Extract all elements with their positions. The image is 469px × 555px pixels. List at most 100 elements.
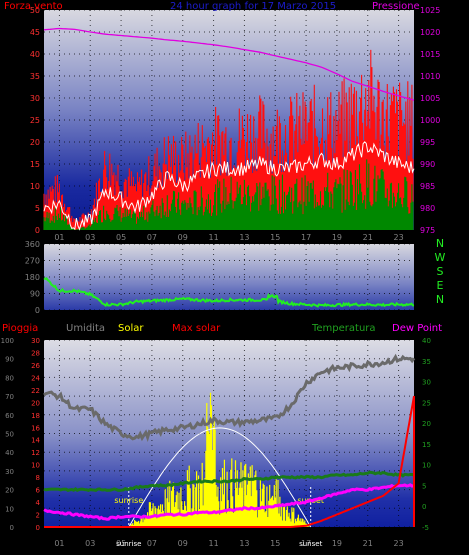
x-tick-label: 01	[54, 233, 64, 242]
x-tick-label: 07	[147, 233, 157, 242]
x-tick-label: 21	[363, 539, 373, 548]
sunset-label-axis: sunset	[299, 540, 322, 548]
humidity-legend: Umidita	[66, 323, 105, 334]
humidity-tick-label: 70	[5, 393, 14, 401]
rain-tick-label: 30	[31, 337, 40, 345]
pressure-tick-label: 1010	[420, 72, 440, 81]
x-tick-label: 01	[54, 539, 64, 548]
temperature-tick-label: 25	[422, 399, 431, 407]
pressure-tick-label: 1015	[420, 50, 440, 59]
x-tick-label: 11	[208, 233, 218, 242]
wind-tick-label: 25	[30, 116, 40, 125]
rain-tick-label: 26	[31, 362, 40, 370]
rain-legend: Pioggia	[2, 323, 38, 334]
humidity-tick-label: 40	[5, 449, 14, 457]
rain-tick-label: 20	[31, 399, 40, 407]
temperature-tick-label: 35	[422, 358, 431, 366]
humidity-line	[43, 353, 416, 442]
rain-tick-label: 6	[36, 487, 41, 495]
x-tick-label: 15	[270, 233, 280, 242]
rain-tick-label: 8	[36, 474, 40, 482]
temperature-legend: Temperatura	[311, 323, 376, 334]
compass-label: W	[435, 251, 446, 264]
wind-tick-label: 40	[30, 50, 40, 59]
pressure-tick-label: 980	[420, 204, 435, 213]
compass-label: E	[437, 279, 444, 292]
humidity-tick-label: 90	[5, 356, 14, 364]
rain-tick-label: 4	[36, 499, 41, 507]
wind-tick-label: 10	[30, 182, 40, 191]
chart-title: 24 hour graph for 17 Marzo 2015	[170, 1, 336, 12]
wind-tick-label: 30	[30, 94, 40, 103]
x-tick-label: 05	[116, 539, 126, 548]
rain-tick-label: 24	[31, 374, 40, 382]
temperature-tick-label: 0	[422, 503, 426, 511]
wind-tick-label: 20	[30, 138, 40, 147]
wind-tick-label: 5	[35, 204, 40, 213]
pressure-axis-title: Pressione	[372, 1, 420, 12]
x-tick-label: 09	[178, 539, 188, 548]
humidity-tick-label: 10	[5, 505, 14, 513]
x-tick-label: 21	[363, 233, 373, 242]
x-tick-label: 17	[301, 539, 311, 548]
pressure-tick-label: 990	[420, 160, 435, 169]
x-tick-label: 13	[239, 539, 249, 548]
pressure-tick-label: 1020	[420, 28, 440, 37]
temperature-tick-label: 15	[422, 441, 431, 449]
rain-tick-label: 18	[31, 412, 40, 420]
wind-tick-label: 45	[30, 28, 40, 37]
sunrise-label-axis: sunrise	[116, 540, 141, 548]
wind-tick-label: 35	[30, 72, 40, 81]
wind-pressure-chart: 0510152025303540455097598098599099510001…	[30, 6, 441, 242]
rain-line	[44, 395, 415, 528]
sunrise-label-top: sunrise	[114, 496, 143, 505]
wind-direction-line	[43, 277, 414, 308]
x-tick-label: 17	[301, 233, 311, 242]
dewpoint-legend: Dew Point	[392, 323, 442, 334]
rain-tick-label: 16	[31, 424, 40, 432]
dewpoint-line	[43, 483, 415, 521]
x-tick-label: 23	[393, 539, 403, 548]
x-tick-label: 11	[208, 539, 218, 548]
wind-tick-label: 15	[30, 160, 40, 169]
direction-tick-label: 270	[25, 257, 40, 266]
pressure-tick-label: 1000	[420, 116, 440, 125]
humidity-tick-label: 100	[1, 337, 14, 345]
rain-tick-label: 28	[31, 349, 40, 357]
x-tick-label: 19	[332, 233, 342, 242]
x-tick-label: 07	[147, 539, 157, 548]
solar-legend: Solar	[118, 323, 144, 334]
temperature-tick-label: 40	[422, 337, 431, 345]
humidity-tick-label: 20	[5, 487, 14, 495]
direction-tick-label: 0	[35, 306, 40, 315]
x-tick-label: 09	[178, 233, 188, 242]
max-solar-legend: Max solar	[172, 323, 221, 334]
pressure-tick-label: 995	[420, 138, 435, 147]
direction-tick-label: 180	[25, 273, 40, 282]
x-tick-label: 03	[85, 539, 95, 548]
wind-speed-line	[43, 141, 415, 231]
temperature-tick-label: 20	[422, 420, 431, 428]
pressure-line	[43, 27, 415, 101]
temp-solar-chart: 0102030405060708090100024681012141618202…	[1, 337, 431, 548]
compass-label: S	[437, 265, 444, 278]
temperature-tick-label: 10	[422, 462, 431, 470]
average-wind-bars	[43, 159, 414, 230]
humidity-tick-label: 0	[10, 524, 14, 532]
wind-tick-label: 50	[30, 6, 40, 15]
rain-tick-label: 12	[31, 449, 40, 457]
x-tick-label: 15	[270, 539, 280, 548]
pressure-tick-label: 985	[420, 182, 435, 191]
rain-tick-label: 14	[31, 437, 40, 445]
humidity-tick-label: 50	[5, 431, 14, 439]
x-tick-label: 13	[239, 233, 249, 242]
humidity-tick-label: 80	[5, 374, 14, 382]
humidity-tick-label: 30	[5, 468, 14, 476]
temperature-tick-label: 5	[422, 482, 426, 490]
direction-tick-label: 90	[30, 290, 40, 299]
pressure-tick-label: 975	[420, 226, 435, 235]
x-tick-label: 19	[332, 539, 342, 548]
wind-tick-label: 0	[35, 226, 40, 235]
